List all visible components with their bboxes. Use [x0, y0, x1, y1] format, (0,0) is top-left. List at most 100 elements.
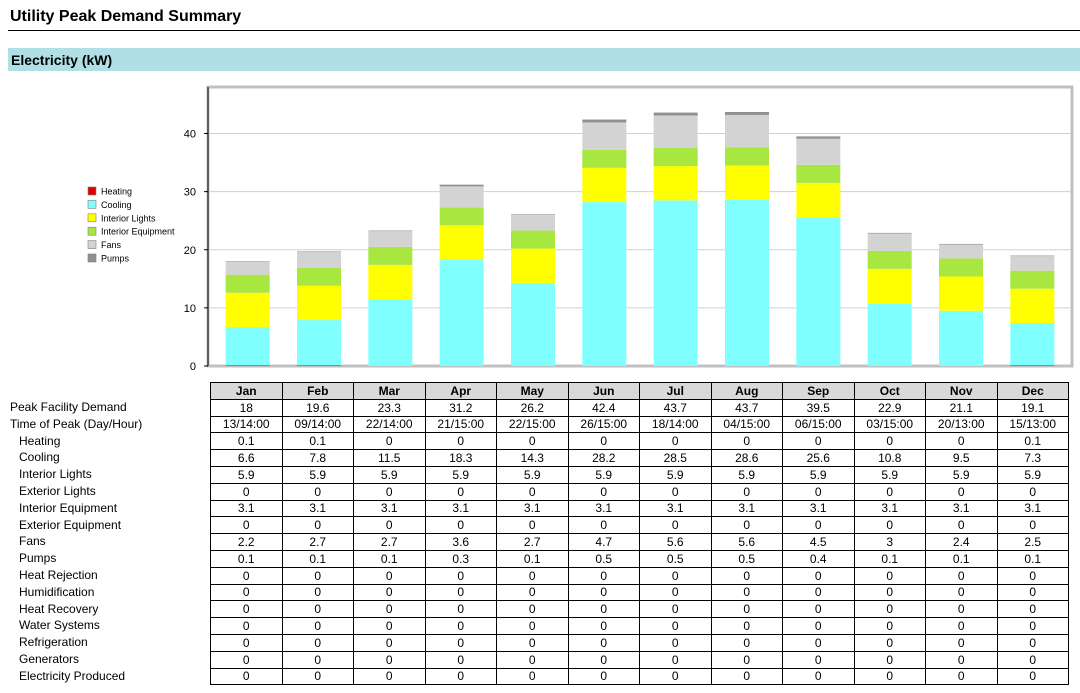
table-cell: 0: [639, 633, 712, 652]
y-tick-label: 30: [184, 187, 196, 199]
table-cell: 0: [853, 617, 926, 635]
table-cell: 10.8: [853, 449, 926, 467]
table-cell: 5.9: [639, 465, 712, 484]
table-cell: 0.1: [210, 549, 283, 568]
table-cell: 0: [424, 600, 497, 619]
table-cell: 0: [424, 566, 497, 585]
section-title: Electricity (kW): [11, 52, 113, 68]
bar-heating-feb: [297, 365, 341, 366]
table-cell: 0: [996, 583, 1069, 602]
table-cell: 3.1: [710, 499, 783, 518]
table-cell: 0: [281, 600, 354, 619]
table-cell: 0: [210, 600, 283, 619]
legend-swatch-interior-lights: [87, 213, 97, 223]
table-cell: 0: [925, 600, 998, 619]
table-cell: 3.1: [353, 499, 426, 518]
bar-interior-lights-jul: [653, 166, 698, 201]
table-cell: 0: [996, 667, 1069, 686]
table-cell: 28.5: [639, 449, 712, 467]
table-cell: 18/14:00: [639, 415, 712, 434]
table-cell: 0: [353, 650, 426, 669]
table-cell: 0: [710, 583, 783, 602]
table-cell: 0: [210, 617, 283, 635]
table-cell: 0: [353, 566, 426, 585]
table-cell: 0: [424, 617, 497, 635]
table-cell: 0: [853, 667, 926, 686]
table-cell: 0: [710, 566, 783, 585]
bar-fans-sep: [796, 138, 841, 165]
bar-fans-mar: [368, 231, 413, 247]
bar-cooling-oct: [867, 303, 912, 366]
table-cell: 0: [853, 583, 926, 602]
table-cell: 0: [281, 583, 354, 602]
table-cell: 0: [281, 566, 354, 585]
table-cell: 0: [353, 432, 426, 451]
table-cell: 0: [496, 667, 569, 686]
bar-stack-feb: [297, 251, 341, 366]
table-cell: 0: [782, 667, 855, 686]
table-cell: 5.6: [639, 533, 712, 551]
demand-chart: 0 10 20 30 40 Heating Cooling Interior Lights I…: [87, 85, 1074, 373]
bar-fans-nov: [939, 244, 983, 259]
table-cell: 04/15:00: [710, 415, 783, 434]
table-cell: 0.5: [567, 549, 640, 568]
bar-interior-equipment-apr: [439, 207, 484, 226]
table-cell: 0: [210, 482, 283, 501]
bar-interior-lights-may: [511, 248, 555, 283]
table-cell: 0: [281, 617, 354, 635]
table-cell: 4.5: [782, 533, 855, 551]
table-cell: 0: [424, 633, 497, 652]
y-tick-label: 40: [184, 129, 196, 141]
bar-interior-equipment-mar: [368, 246, 413, 265]
table-cell: 0: [496, 633, 569, 652]
table-cell: 0: [496, 516, 569, 535]
table-cell: 19.6: [281, 398, 354, 417]
table-cell: 13/14:00: [210, 415, 283, 434]
table-cell: 0: [210, 583, 283, 602]
table-cell: 0: [424, 482, 497, 501]
bar-fans-jul: [653, 115, 698, 149]
table-cell: 0: [925, 432, 998, 451]
title-divider: [8, 30, 1080, 31]
table-cell: 0.3: [424, 549, 497, 568]
table-cell: 22/15:00: [496, 415, 569, 434]
bar-cooling-may: [511, 282, 555, 366]
month-header-nov: Nov: [925, 382, 998, 400]
table-cell: 0: [710, 516, 783, 535]
section-header: Electricity (kW): [8, 48, 1080, 71]
row-label-interior-lights: Interior Lights: [19, 467, 92, 482]
bar-pumps-mar: [368, 230, 413, 232]
table-cell: 26/15:00: [567, 415, 640, 434]
table-cell: 7.8: [281, 449, 354, 467]
bar-interior-equipment-jul: [653, 148, 698, 167]
bar-interior-lights-apr: [439, 225, 484, 260]
bar-stack-jul: [653, 112, 698, 366]
table-cell: 0: [782, 516, 855, 535]
table-cell: 11.5: [353, 449, 426, 467]
table-cell: 0: [782, 633, 855, 652]
table-cell: 0: [782, 583, 855, 602]
bar-stack-apr: [439, 184, 484, 366]
table-cell: 0: [710, 617, 783, 635]
legend-label-fans: Fans: [101, 240, 122, 250]
month-header-jun: Jun: [567, 382, 640, 400]
table-cell: 0: [281, 667, 354, 686]
table-cell: 3: [853, 533, 926, 551]
table-cell: 0: [424, 667, 497, 686]
y-tick-label: 0: [190, 361, 196, 373]
bar-pumps-apr: [439, 184, 484, 187]
table-cell: 0: [353, 633, 426, 652]
bar-heating-jan: [225, 365, 270, 366]
table-cell: 0: [782, 482, 855, 501]
table-cell: 0: [281, 633, 354, 652]
table-cell: 03/15:00: [853, 415, 926, 434]
table-row: 18 19.6 23.3 31.2 26.2 42.4 43.7 43.7 39.5 22.9 21…: [210, 398, 1069, 417]
row-label-heat-recovery: Heat Recovery: [19, 601, 99, 616]
month-header-sep: Sep: [782, 382, 855, 400]
legend-label-interior-lights: Interior Lights: [101, 213, 156, 223]
table-cell: 0: [567, 650, 640, 669]
